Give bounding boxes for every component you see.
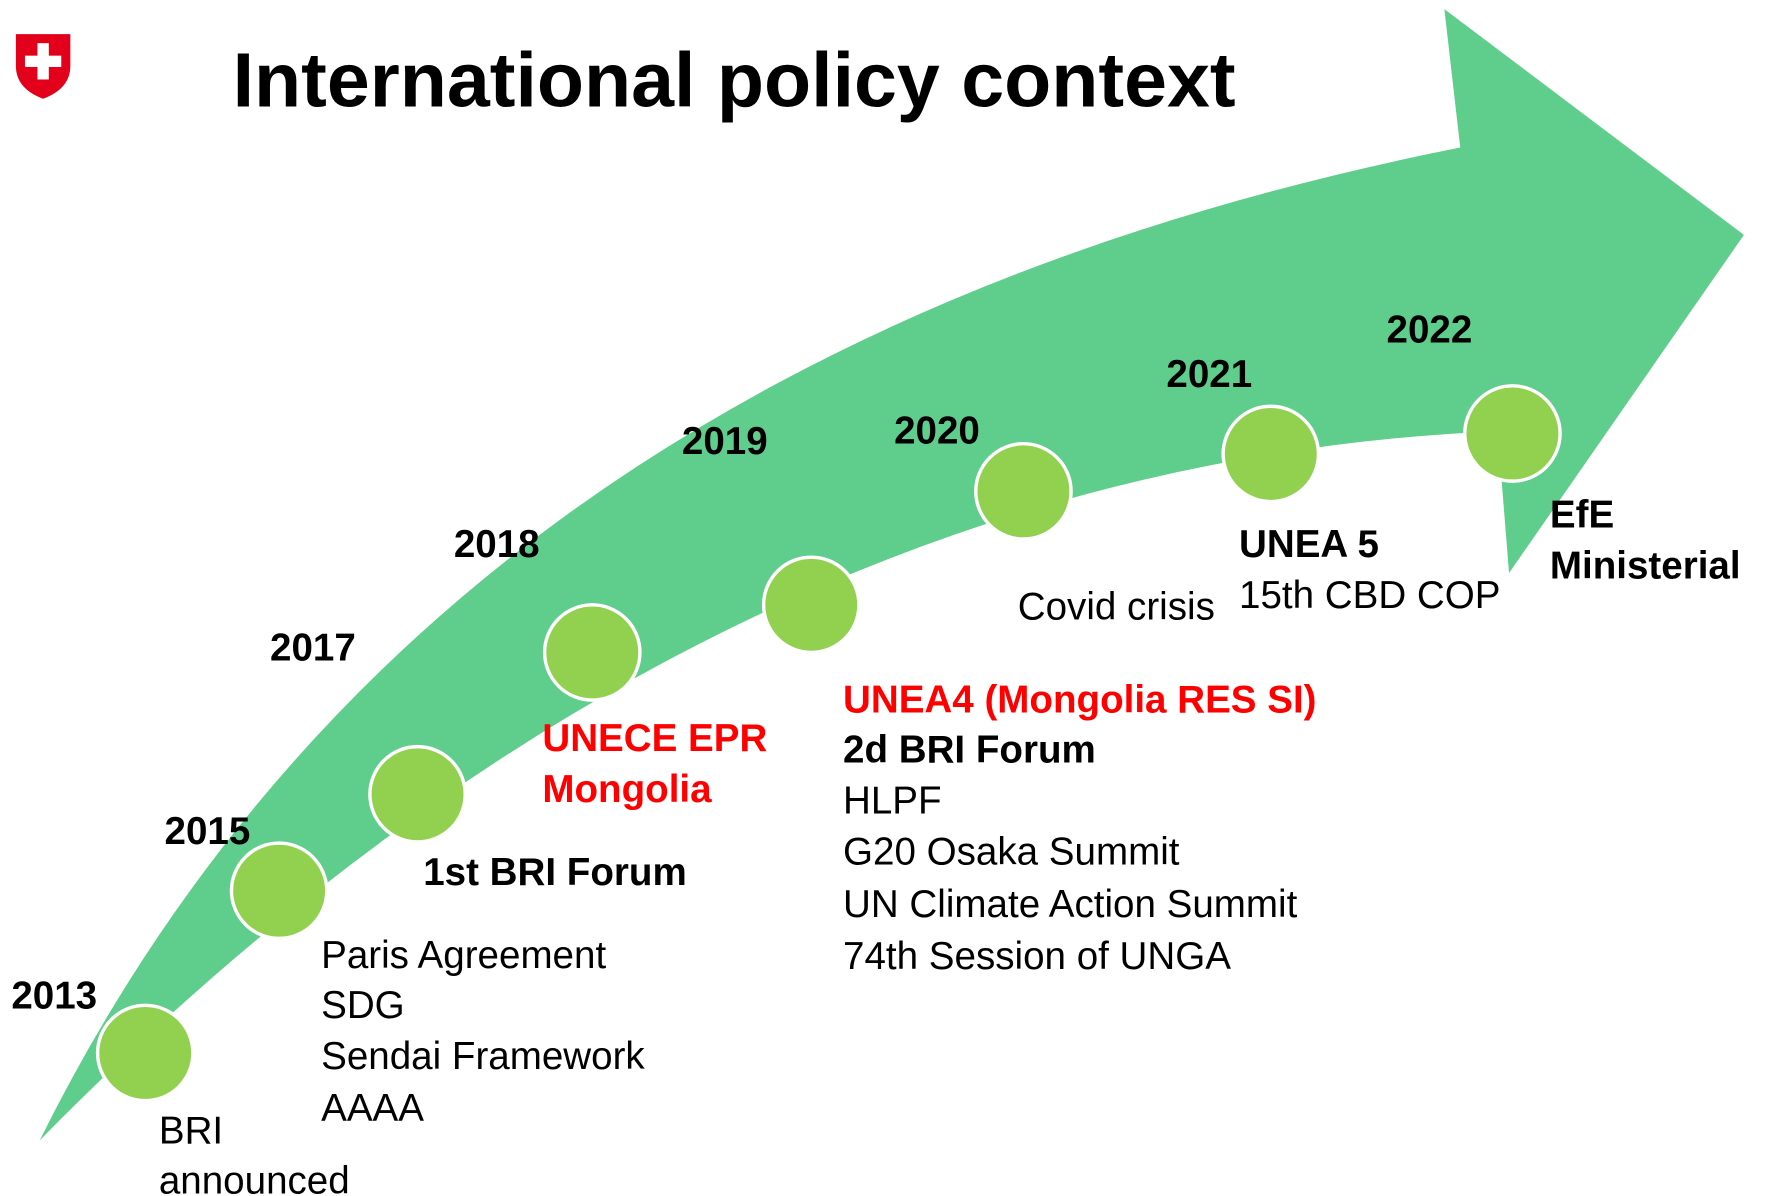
year: 2017 (270, 626, 356, 669)
event: UNEA 5 (1239, 523, 1379, 566)
milestone-dot (368, 744, 467, 844)
year: 2013 (11, 975, 97, 1018)
event: Ministerial (1550, 545, 1741, 588)
event: G20 Osaka Summit (843, 831, 1180, 874)
timeline-arrow (39, 9, 1744, 1141)
event: Mongolia (542, 768, 712, 811)
title: International policy context (233, 38, 1236, 124)
milestone-dot (1221, 404, 1321, 504)
event: HLPF (843, 780, 942, 823)
swiss-logo (15, 34, 71, 99)
event: UN Climate Action Summit (843, 883, 1298, 926)
event: announced (159, 1160, 350, 1196)
milestone-dot (1463, 384, 1562, 483)
event: SDG (321, 984, 405, 1027)
milestone-dot (974, 441, 1073, 541)
year: 2015 (165, 810, 251, 853)
year: 2022 (1386, 309, 1472, 352)
milestones: 2013 2015 2017 2018 2019 2020 2021 2022 … (11, 309, 1740, 1196)
milestone-dot (542, 603, 642, 702)
event: Covid crisis (1018, 586, 1215, 629)
event: 2d BRI Forum (843, 728, 1096, 771)
event: BRI (159, 1110, 223, 1153)
milestone-dot (229, 841, 329, 941)
milestone-dot (95, 1003, 195, 1103)
event: AAAA (321, 1087, 424, 1130)
event: 1st BRI Forum (423, 851, 687, 894)
milestone-dot (761, 555, 861, 655)
event: UNECE EPR (542, 717, 767, 760)
year: 2021 (1166, 353, 1252, 396)
event: Sendai Framework (321, 1035, 645, 1078)
year: 2018 (454, 523, 540, 566)
event: EfE (1550, 494, 1614, 537)
event: Paris Agreement (321, 934, 606, 977)
event: UNEA4 (Mongolia RES SI) (843, 679, 1316, 722)
year: 2019 (682, 420, 768, 463)
event: 74th Session of UNGA (843, 935, 1231, 978)
event: 15th CBD COP (1239, 574, 1500, 617)
year: 2020 (894, 410, 980, 453)
